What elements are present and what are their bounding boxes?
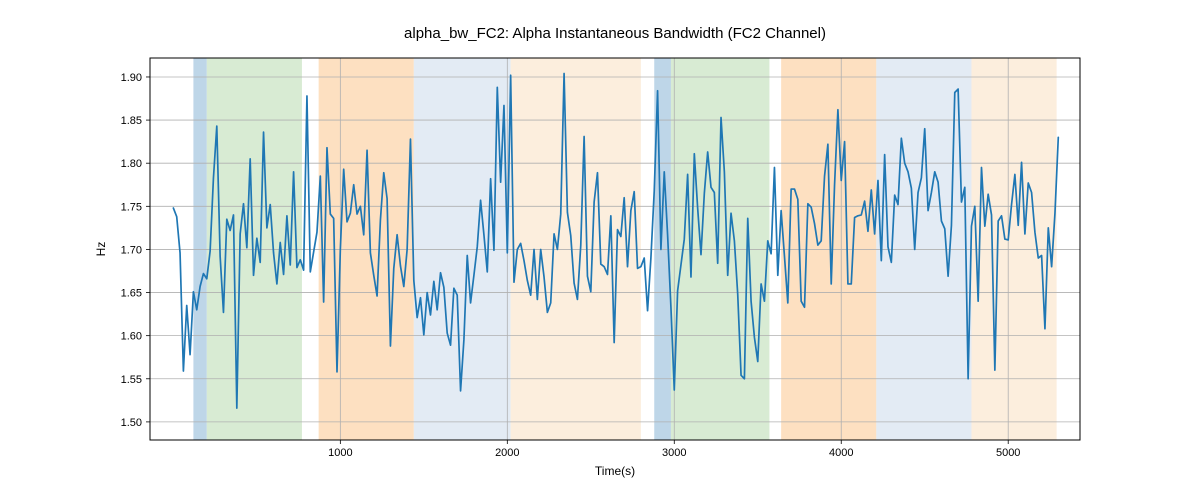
region-2 <box>319 58 414 440</box>
xtick-label: 3000 <box>662 447 686 459</box>
ytick-label: 1.80 <box>121 158 142 170</box>
region-0 <box>193 58 206 440</box>
xtick-label: 1000 <box>328 447 352 459</box>
ytick-label: 1.85 <box>121 115 142 127</box>
xtick-label: 4000 <box>829 447 853 459</box>
xtick-label: 2000 <box>495 447 519 459</box>
ytick-label: 1.65 <box>121 288 142 300</box>
ytick-label: 1.50 <box>121 417 142 429</box>
xtick-label: 5000 <box>996 447 1020 459</box>
y-axis-label: Hz <box>94 242 108 257</box>
region-6 <box>671 58 770 440</box>
ytick-label: 1.75 <box>121 201 142 213</box>
region-7 <box>781 58 876 440</box>
ytick-label: 1.90 <box>121 72 142 84</box>
line-chart: 1000 2000 3000 4000 5000 1.50 1.55 1.60 1.65 1.70… <box>0 0 1200 500</box>
region-1 <box>207 58 302 440</box>
ytick-label: 1.60 <box>121 331 142 343</box>
region-4 <box>511 58 641 440</box>
ytick-label: 1.55 <box>121 374 142 386</box>
chart-title: alpha_bw_FC2: Alpha Instantaneous Bandwi… <box>404 25 826 42</box>
region-9 <box>971 58 1056 440</box>
ytick-label: 1.70 <box>121 244 142 256</box>
region-8 <box>876 58 971 440</box>
chart-container: 1000 2000 3000 4000 5000 1.50 1.55 1.60 1.65 1.70… <box>0 0 1200 500</box>
x-axis-label: Time(s) <box>595 464 635 478</box>
